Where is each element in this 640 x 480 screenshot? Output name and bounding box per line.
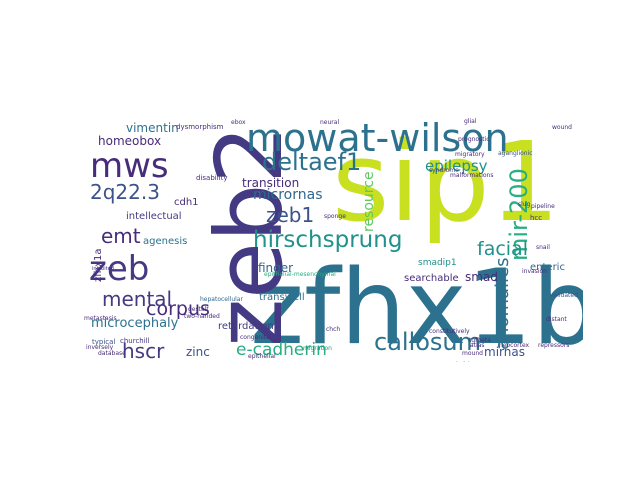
word-mound: mound (462, 350, 483, 357)
word-emt: emt (101, 224, 141, 248)
word-migratory: migratory (455, 151, 485, 158)
word-slug: slug (518, 201, 531, 208)
word-micrornas: micrornas (253, 187, 323, 203)
word-enteric: enteric (530, 262, 565, 273)
word-tgfbeta: tgfbeta (469, 337, 491, 344)
word-epilepsy: epilepsy (425, 157, 488, 175)
word-agenesis: agenesis (143, 236, 188, 247)
word-zinc: zinc (186, 345, 210, 359)
word-disability: disability (196, 174, 228, 182)
word-epithelial: epithelial (248, 353, 276, 360)
word-neural: neural (320, 119, 340, 126)
word-ebox: ebox (231, 119, 246, 126)
word-repressors: repressors (538, 342, 570, 349)
word-deltaef1: deltaef1 (262, 148, 362, 176)
word-cloud: zfhx1b sip1 zeb2 mowat-wilson zeb mws hi… (76, 117, 583, 362)
word-mental: mental (102, 287, 173, 311)
word-searchable: searchable (404, 273, 459, 284)
word-distant: distant (546, 316, 567, 323)
word-dysmorphism: dysmorphism (176, 123, 224, 131)
word-inversely: inversely (86, 344, 114, 351)
word-callosum: callosum (374, 328, 482, 356)
word-hirschsprung: hirschsprung (253, 227, 403, 253)
word-hscr: hscr (122, 339, 165, 362)
word-metastasis: metastasis (84, 315, 117, 322)
word-facial: facial (477, 238, 528, 260)
word-zfhx1b: zfhx1b (250, 248, 583, 362)
word-database: database (98, 350, 126, 357)
word-gestalt: gestalt (188, 306, 209, 313)
word-inhibited: inhibited (92, 266, 114, 272)
word-e-cadherin: e-cadherin (236, 340, 327, 360)
word-migration: migration (303, 345, 332, 352)
word-pipeline: pipeline (531, 203, 555, 210)
word-sponge: sponge (324, 213, 346, 220)
word-resource: resource (361, 171, 377, 232)
word-zeb1: zeb1 (266, 203, 315, 227)
word-snail: snail (536, 244, 550, 251)
word-hepatocellular: hepatocellular (200, 296, 243, 303)
word-validated: validated (550, 292, 578, 299)
word-mowat-wilson: mowat-wilson (246, 117, 509, 160)
word-sip1: sip1 (332, 118, 560, 246)
word-vimentin: vimentin (126, 121, 179, 135)
word-retardation: retardation (218, 321, 274, 332)
word-mirnas: mirnas (484, 345, 525, 359)
word-2q22-3: 2q22.3 (90, 180, 160, 204)
word-malformations: malformations (450, 172, 494, 179)
word-corpus: corpus (146, 298, 210, 320)
word-two-handed: two-handed (184, 313, 220, 320)
word-congenital: congenital (240, 334, 272, 341)
word-chch: chch (326, 326, 341, 333)
word-finger: finger (258, 261, 294, 275)
word-prognostic: prognostic (458, 136, 490, 143)
word-intellectual: intellectual (126, 211, 182, 222)
word-invasion: invasion (522, 268, 547, 275)
word-syndrome: syndrome (429, 167, 459, 174)
word-transition: transition (242, 176, 300, 190)
word-homeobox: homeobox (98, 134, 162, 148)
word-epithelial-mesenchymal: epithelial-mesenchymal (264, 271, 336, 278)
word-cdh1: cdh1 (174, 197, 199, 208)
word-smad: smad (465, 270, 498, 284)
word-glial: glial (464, 118, 477, 125)
word-constitutively: constitutively (429, 328, 470, 335)
word-zeb: zeb (89, 249, 150, 289)
word-neocortex: neocortex (499, 342, 530, 349)
word-aganglionic: aganglionic (498, 150, 533, 157)
word-typical: typical (92, 338, 116, 346)
word-churchill: churchill (120, 337, 150, 345)
word-mws: mws (90, 146, 169, 186)
word-microcephaly: microcephaly (91, 316, 179, 331)
word-hcc: hcc (530, 214, 543, 222)
word-smadip1: smadip1 (418, 258, 457, 268)
word-transwell: transwell (259, 292, 305, 303)
word-atlas: atlas (470, 342, 485, 349)
word-wound: wound (552, 124, 572, 131)
